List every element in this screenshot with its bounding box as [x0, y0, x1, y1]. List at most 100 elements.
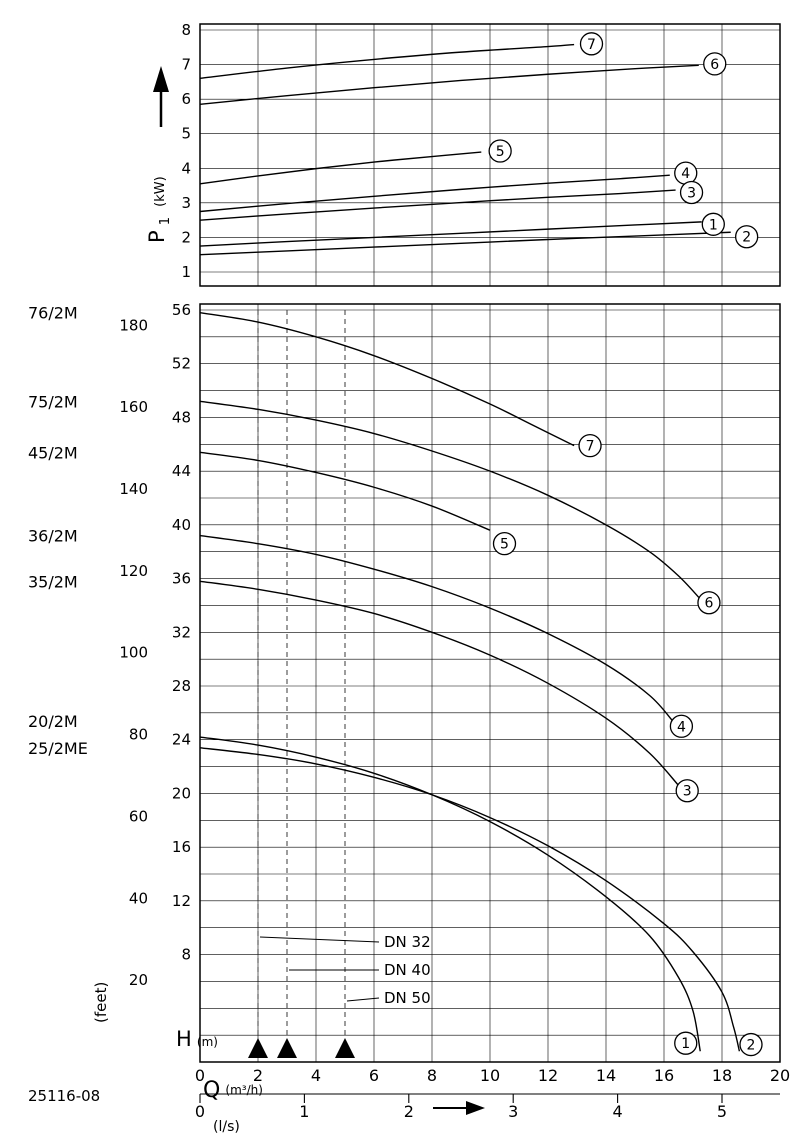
dn-leader-line: [346, 997, 380, 1002]
kw-tick-label: 2: [181, 228, 191, 246]
dn-label: DN 32: [384, 933, 431, 951]
m3h-tick-label: 20: [770, 1066, 790, 1085]
curve-number-text: 1: [709, 217, 718, 233]
curve-number-text: 3: [687, 185, 696, 201]
curve-number-text: 6: [710, 57, 719, 73]
curve-number-badge: [675, 779, 699, 803]
m-tick-label: 44: [172, 462, 191, 480]
ls-tick-label: 3: [508, 1102, 518, 1121]
m3h-tick-label: 14: [596, 1066, 616, 1085]
q-axis-arrow-icon: [433, 1101, 485, 1115]
m-tick-label: 28: [172, 677, 191, 695]
pump-curve-1: [199, 221, 702, 247]
flow-axis-unit: (m³/h): [225, 1083, 263, 1097]
feet-tick-label: 140: [119, 480, 148, 498]
kw-tick-label: 8: [181, 21, 191, 39]
curve-number-text: 4: [681, 166, 690, 182]
arrow-head: [153, 66, 169, 92]
feet-tick-label: 120: [119, 562, 148, 580]
pump-curve-3: [199, 580, 680, 786]
model-label: 36/2M: [28, 527, 78, 546]
pump-curve-1: [199, 736, 701, 1052]
pump-curve-6: [199, 64, 699, 106]
curve-number-badge: [578, 433, 602, 458]
ls-tick-label: 5: [717, 1102, 727, 1121]
model-label: 45/2M: [28, 443, 78, 462]
duty-marker-triangle: [335, 1038, 355, 1058]
m-tick-label: 36: [172, 570, 191, 588]
m-tick-label: 8: [181, 946, 191, 964]
curve-number-text: 6: [704, 596, 713, 612]
flow-axis-label: Q (m³/h): [203, 1078, 263, 1103]
pump-curve-7: [199, 43, 575, 80]
pump-curve-5: [199, 451, 491, 531]
feet-tick-label: 100: [119, 644, 148, 662]
dn-leader-line: [259, 936, 380, 943]
drawing-number: 25116-08: [28, 1087, 100, 1105]
arrow-head: [466, 1101, 485, 1115]
feet-tick-label: 60: [129, 807, 148, 825]
curve-number-text: 1: [681, 1036, 690, 1052]
m-tick-label: 20: [172, 784, 191, 802]
kw-tick-label: 1: [181, 263, 191, 281]
model-label: 25/2ME: [28, 739, 88, 758]
curve-number-badge: [735, 225, 759, 249]
m-tick-label: 48: [172, 408, 191, 426]
p1-axis-arrow-icon: [153, 66, 169, 127]
feet-tick-label: 180: [119, 316, 148, 334]
dn-label: DN 50: [384, 989, 431, 1007]
curve-number-badge: [579, 32, 604, 56]
feet-tick-label: 20: [129, 971, 148, 989]
pump-curve-6: [199, 400, 700, 598]
m-tick-label: 16: [172, 838, 191, 856]
curve-number-text: 2: [747, 1038, 756, 1054]
curve-number-badge: [703, 52, 727, 76]
kw-tick-label: 3: [181, 194, 191, 212]
curve-number-badge: [679, 180, 704, 205]
m3h-tick-label: 2: [253, 1066, 263, 1085]
curve-number-badge: [492, 532, 517, 556]
m3h-tick-label: 8: [427, 1066, 437, 1085]
pump-curve-2: [199, 747, 741, 1052]
m-tick-label: 12: [172, 892, 191, 910]
head-axis-unit: (m): [197, 1035, 218, 1049]
pump-curve-4: [199, 174, 670, 213]
feet-axis-label: (feet): [92, 982, 110, 1023]
feet-tick-label: 160: [119, 398, 148, 416]
power-chart-frame: [199, 23, 781, 287]
pump-curve-4: [199, 534, 674, 722]
ls-tick-label: 4: [613, 1102, 623, 1121]
curve-number-badge: [697, 591, 721, 615]
power-axis-label: P 1 (kW): [145, 176, 173, 243]
m3h-tick-label: 16: [654, 1066, 674, 1085]
duty-marker-triangle: [248, 1038, 268, 1058]
head-axis-symbol: H: [176, 1027, 192, 1051]
pump-curve-2: [199, 231, 731, 256]
curve-number-text: 2: [742, 230, 751, 246]
m3h-tick-label: 18: [712, 1066, 732, 1085]
curve-number-text: 5: [500, 537, 509, 553]
power-axis-symbol: P: [145, 230, 169, 243]
m-tick-label: 56: [172, 301, 191, 319]
pump-curve-5: [199, 151, 482, 185]
ls-tick-label: 0: [195, 1102, 205, 1121]
dn-label: DN 40: [384, 961, 431, 979]
pump-curve-3: [199, 189, 676, 221]
curve-number-badge: [674, 1031, 698, 1055]
curve-number-badge: [488, 139, 512, 163]
pump-curve-7: [199, 311, 575, 447]
m-tick-label: 24: [172, 731, 191, 749]
m3h-tick-label: 0: [195, 1066, 205, 1085]
curve-number-badge: [701, 212, 725, 236]
model-label: 76/2M: [28, 304, 78, 323]
kw-tick-label: 7: [181, 56, 191, 74]
m3h-tick-label: 10: [480, 1066, 500, 1085]
curve-number-text: 7: [586, 439, 595, 455]
model-label: 35/2M: [28, 572, 78, 591]
kw-tick-label: 5: [181, 125, 191, 143]
ls-axis-label: (l/s): [213, 1119, 240, 1135]
ls-tick-label: 2: [404, 1102, 414, 1121]
curve-number-text: 4: [677, 719, 686, 735]
head-chart-frame: [199, 303, 781, 1063]
